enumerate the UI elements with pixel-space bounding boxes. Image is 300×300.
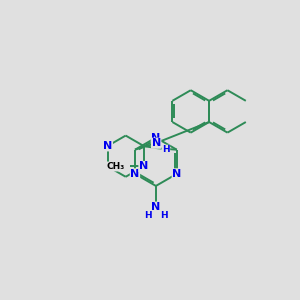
Text: H: H	[162, 145, 170, 154]
Text: N: N	[139, 161, 148, 172]
Text: N: N	[151, 133, 160, 142]
Text: N: N	[152, 138, 161, 148]
Text: N: N	[130, 169, 140, 179]
Text: H: H	[144, 211, 152, 220]
Text: N: N	[103, 141, 112, 151]
Text: CH₃: CH₃	[106, 162, 124, 171]
Text: N: N	[172, 169, 182, 179]
Text: H: H	[160, 211, 168, 220]
Text: N: N	[151, 202, 160, 212]
